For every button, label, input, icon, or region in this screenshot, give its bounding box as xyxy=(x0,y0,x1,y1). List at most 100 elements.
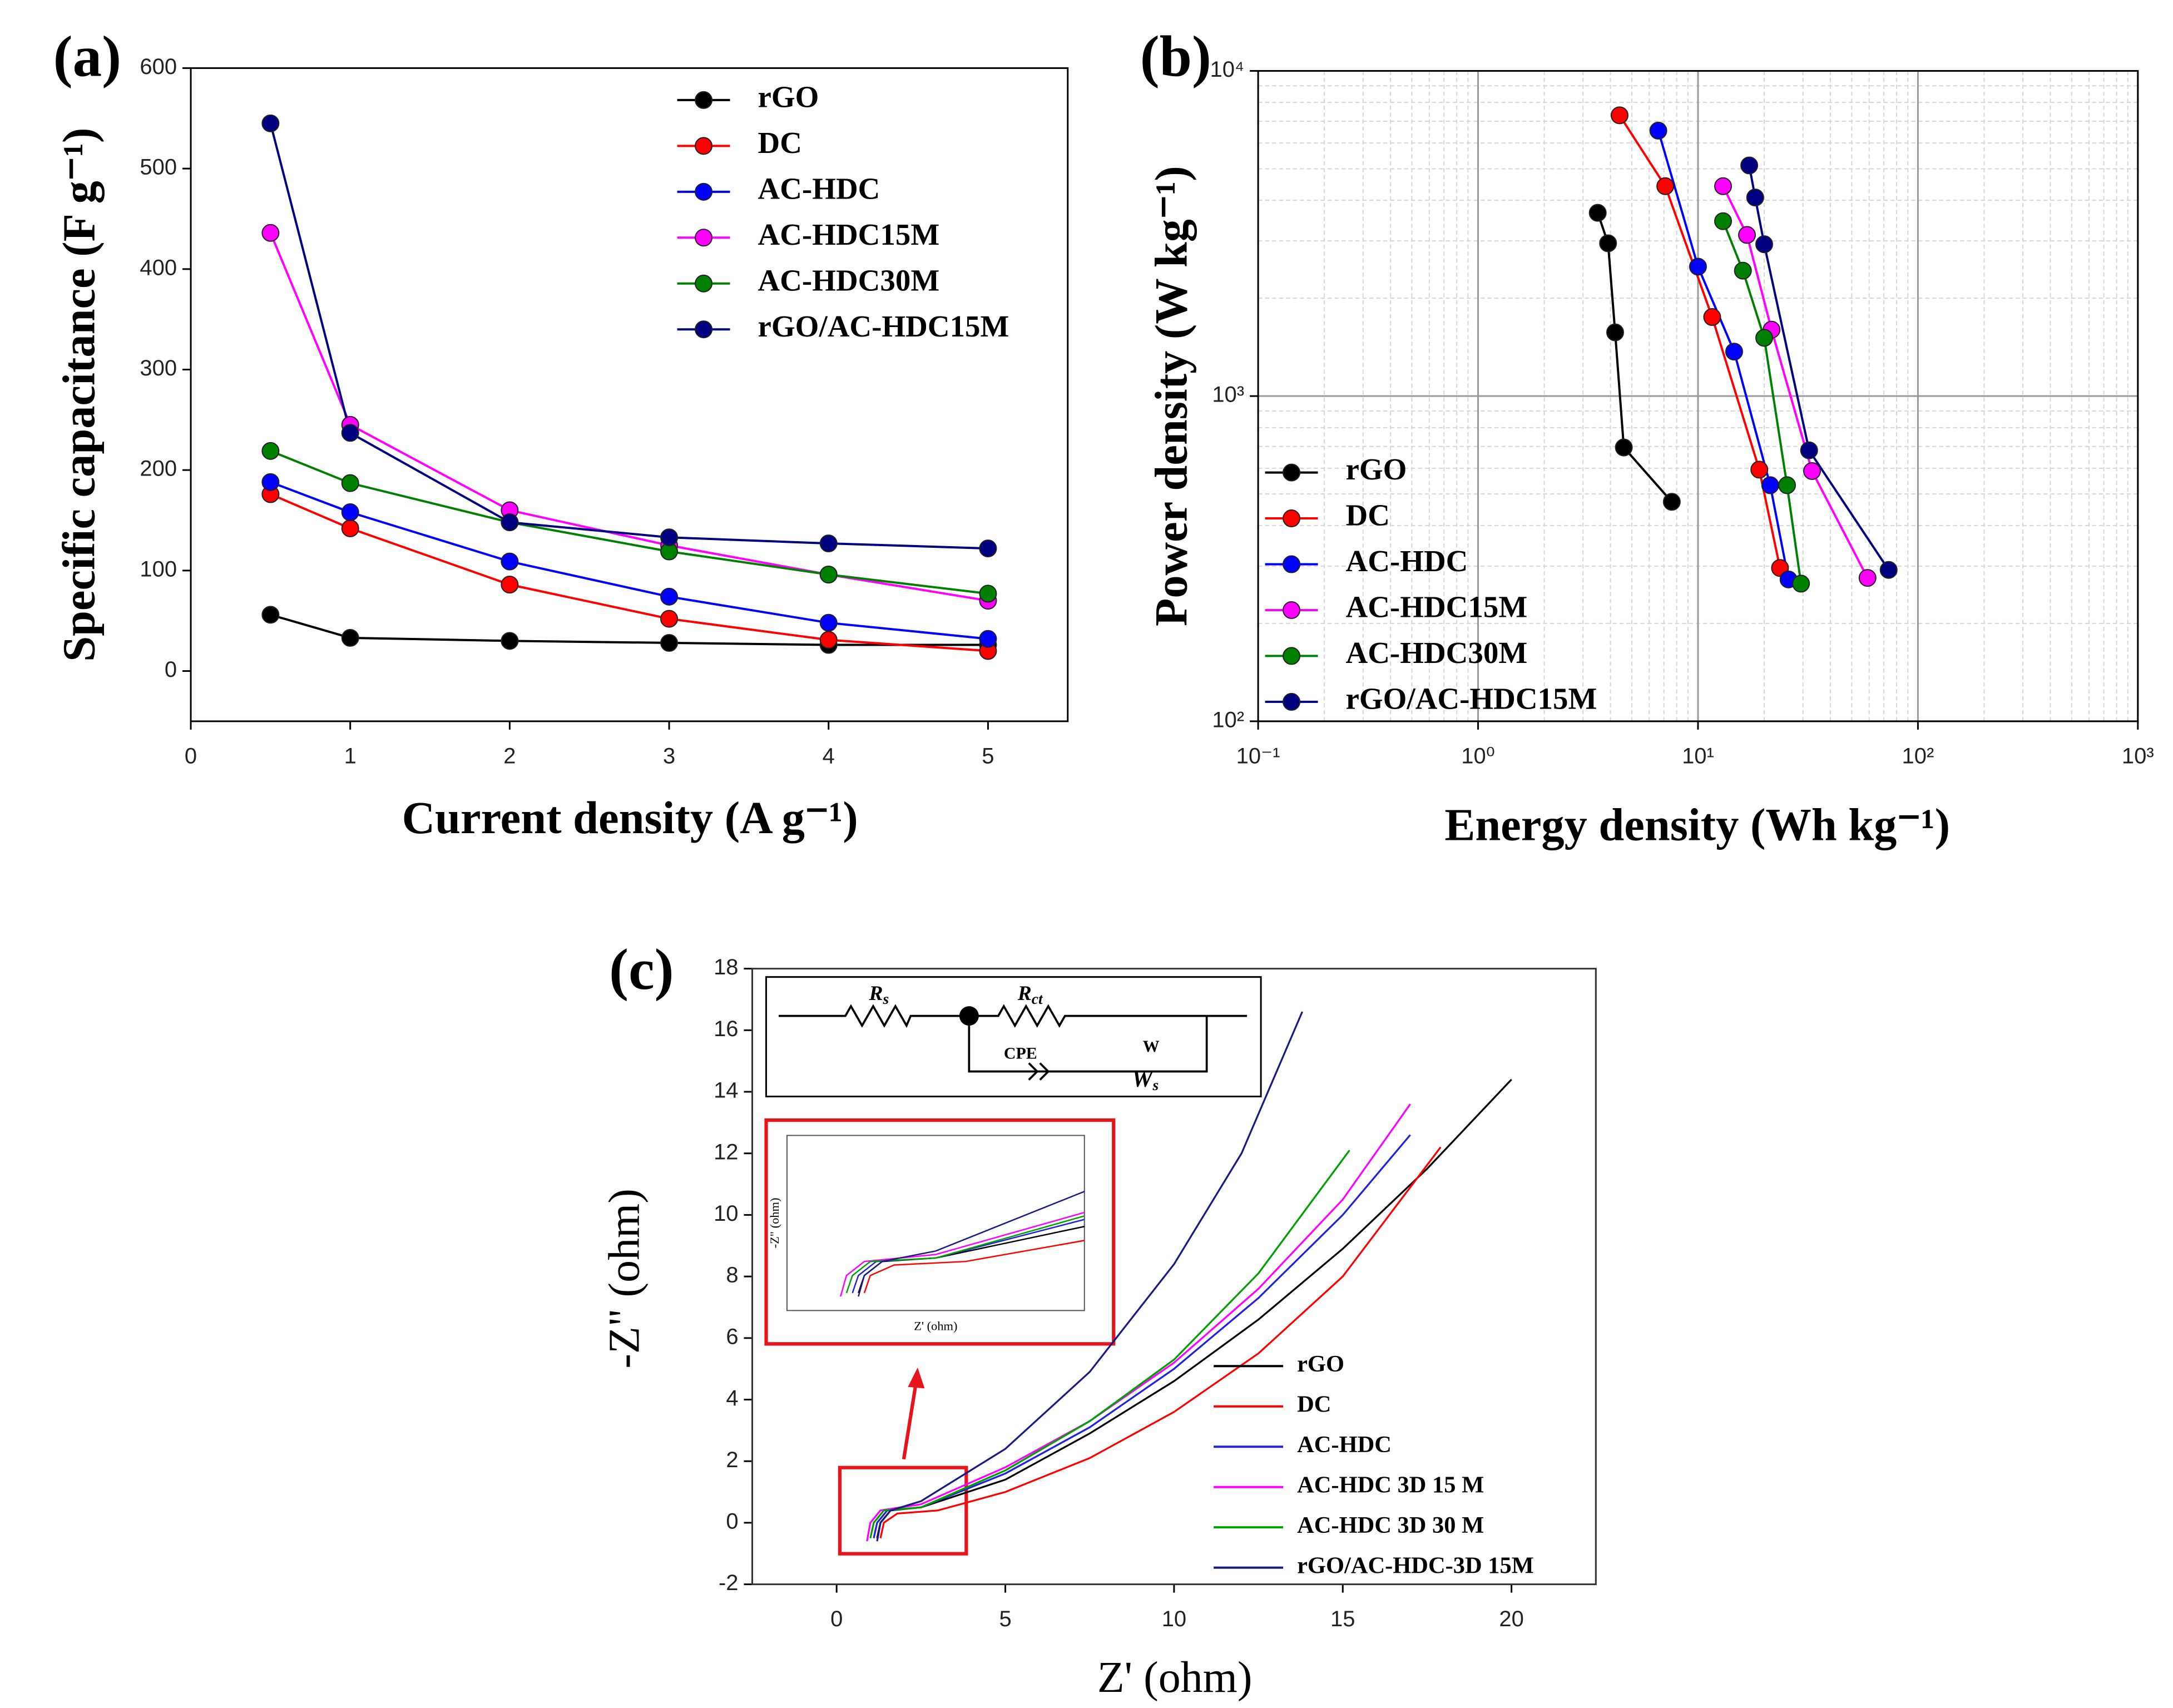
y-axis-label: Specific capacitance (F g⁻¹) xyxy=(54,128,105,662)
x-tick-label: 5 xyxy=(999,1607,1011,1631)
series-line xyxy=(876,1011,1303,1542)
legend-marker xyxy=(695,137,713,155)
y-tick-label: 500 xyxy=(140,155,177,180)
series-line xyxy=(869,1150,1350,1538)
x-axis-label: Current density (A g⁻¹) xyxy=(402,793,858,843)
legend-label: rGO/AC-HDC15M xyxy=(758,309,1009,343)
x-tick-label: 1 xyxy=(344,744,357,768)
marker xyxy=(1792,575,1810,593)
marker xyxy=(1714,212,1733,230)
inset-frame xyxy=(786,1135,1085,1311)
inset-line xyxy=(845,1215,1085,1294)
x-tick-label: 20 xyxy=(1499,1607,1523,1631)
marker xyxy=(341,519,359,537)
marker xyxy=(819,613,838,632)
y-tick-label: -2 xyxy=(719,1571,739,1595)
series-line xyxy=(270,613,988,646)
y-tick-label: 14 xyxy=(714,1078,738,1103)
x-tick-label: 10³ xyxy=(2122,744,2154,768)
x-tick-label: 15 xyxy=(1330,1607,1355,1631)
marker xyxy=(341,628,359,647)
marker xyxy=(1588,204,1607,222)
panel: 10⁻¹ 10⁰ 10¹ 10² 10³ 10² 10³ 10⁴(b) Energy densi… xyxy=(1140,24,2154,850)
legend-marker xyxy=(1283,692,1301,711)
y-tick-label: 0 xyxy=(165,657,177,682)
legend-marker xyxy=(695,320,713,339)
y-tick-label: 10³ xyxy=(1212,383,1244,407)
marker xyxy=(979,539,997,558)
marker xyxy=(261,606,280,624)
marker xyxy=(660,610,679,628)
marker xyxy=(1610,106,1628,125)
y-tick-label: 10² xyxy=(1212,707,1244,732)
inset-line xyxy=(863,1240,1085,1294)
legend-label: rGO/AC-HDC-3D 15M xyxy=(1297,1552,1534,1578)
x-tick-label: 3 xyxy=(663,744,675,768)
marker xyxy=(979,585,997,603)
legend-marker xyxy=(1283,463,1301,482)
y-tick-label: 18 xyxy=(714,955,738,979)
zoom-box xyxy=(838,1466,968,1556)
marker xyxy=(1615,438,1633,457)
w-label: W xyxy=(1143,1037,1160,1056)
legend-label: DC xyxy=(758,126,802,160)
marker xyxy=(1800,441,1818,459)
series-group xyxy=(1596,115,1890,584)
legend-marker xyxy=(695,274,713,293)
marker xyxy=(1755,235,1773,254)
marker xyxy=(1738,226,1756,244)
y-tick-label: 0 xyxy=(726,1509,738,1533)
legend-label: rGO xyxy=(1346,452,1407,486)
panel-label: (a) xyxy=(53,24,121,89)
inset-series xyxy=(840,1190,1085,1297)
rct-label: Rct xyxy=(1017,982,1043,1008)
y-axis-label: -Z" (ohm) xyxy=(600,1189,649,1368)
y-tick-label: 300 xyxy=(140,356,177,380)
marker xyxy=(341,474,359,492)
x-tick-label: 2 xyxy=(503,744,516,768)
marker xyxy=(1803,462,1821,480)
marker xyxy=(501,552,519,571)
marker xyxy=(660,633,679,652)
marker xyxy=(1649,121,1667,140)
marker xyxy=(1761,476,1779,494)
series-line xyxy=(1596,212,1673,503)
marker xyxy=(1858,569,1877,587)
series-line xyxy=(270,481,988,640)
plot-frame xyxy=(190,67,1069,722)
y-tick-label: 600 xyxy=(140,55,177,79)
x-axis-label: Z' (ohm) xyxy=(1097,1653,1253,1702)
panel: 0 1 2 3 4 5 0 100 200 300 400 500 600 (a) Current dens… xyxy=(53,24,1069,843)
legend-label: DC xyxy=(1346,498,1390,532)
y-tick-label: 12 xyxy=(714,1140,738,1164)
x-tick-label: 10¹ xyxy=(1682,744,1714,768)
series-line xyxy=(1722,220,1803,584)
marker xyxy=(1879,561,1898,579)
marker xyxy=(819,566,838,584)
marker xyxy=(819,534,838,553)
x-tick-label: 10⁻¹ xyxy=(1236,744,1280,768)
marker xyxy=(1606,323,1624,341)
marker xyxy=(1725,343,1743,361)
y-tick-label: 10⁴ xyxy=(1210,57,1244,82)
legend-marker xyxy=(1283,647,1301,665)
y-tick-label: 8 xyxy=(726,1263,738,1288)
marker xyxy=(660,587,679,606)
marker xyxy=(819,631,838,649)
plot-frame xyxy=(751,968,1597,1586)
legend-marker xyxy=(1283,555,1301,573)
series-line xyxy=(873,1134,1411,1538)
panel-label: (b) xyxy=(1140,24,1211,89)
inset-line xyxy=(852,1219,1085,1294)
y-tick-label: 200 xyxy=(140,457,177,481)
legend-label: rGO xyxy=(758,80,819,114)
cpe-label: CPE xyxy=(1004,1044,1037,1062)
rs-label: Rs xyxy=(868,982,889,1008)
y-tick-label: 100 xyxy=(140,557,177,581)
series-line xyxy=(1748,165,1890,571)
series-line xyxy=(270,449,988,595)
y-axis-label: Power density (W kg⁻¹) xyxy=(1146,166,1197,626)
legend-label: AC-HDC 3D 15 M xyxy=(1297,1472,1484,1498)
